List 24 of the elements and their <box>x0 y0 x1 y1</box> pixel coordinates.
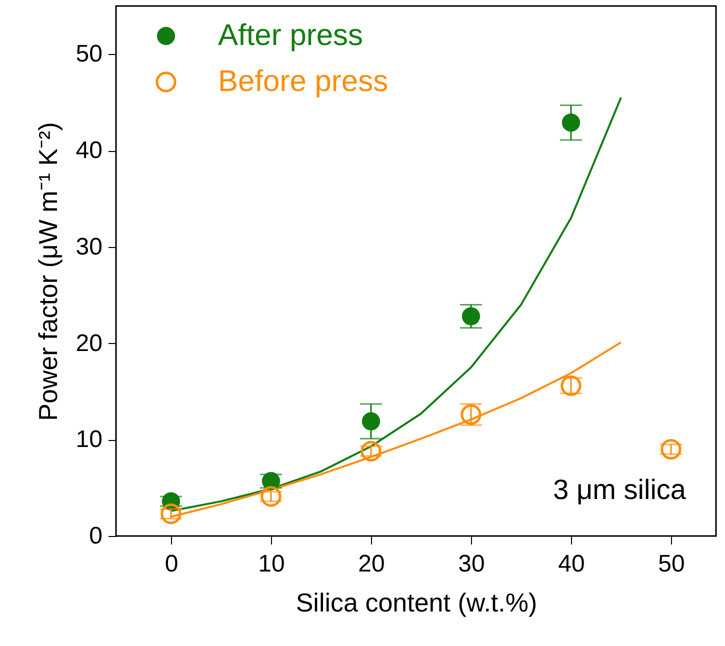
y-tick-label: 40 <box>76 137 102 164</box>
y-tick-label: 50 <box>76 40 102 68</box>
point <box>160 504 182 524</box>
y-tick-label: 30 <box>76 233 102 260</box>
x-tick-label: 0 <box>164 550 178 578</box>
point <box>362 412 380 430</box>
y-tick-label: 20 <box>76 330 102 357</box>
legend-label: After press <box>218 19 364 52</box>
legend-label: Before press <box>218 65 388 98</box>
point <box>260 486 282 507</box>
point <box>360 440 382 462</box>
point <box>562 114 580 132</box>
annotation: 3 μm silica <box>553 474 686 505</box>
point <box>660 438 682 460</box>
x-axis-title: Silica content (w.t.%) <box>296 588 538 618</box>
y-tick-label: 0 <box>89 522 102 550</box>
x-tick-label: 50 <box>658 550 685 578</box>
x-tick-label: 10 <box>258 550 285 578</box>
y-tick-label: 10 <box>76 426 102 454</box>
x-tick-label: 30 <box>458 550 485 578</box>
y-axis-title: Power factor (μW m⁻¹ K⁻²) <box>32 122 63 421</box>
x-tick-label: 20 <box>358 550 385 578</box>
point <box>462 307 480 326</box>
x-tick-label: 40 <box>558 550 585 578</box>
